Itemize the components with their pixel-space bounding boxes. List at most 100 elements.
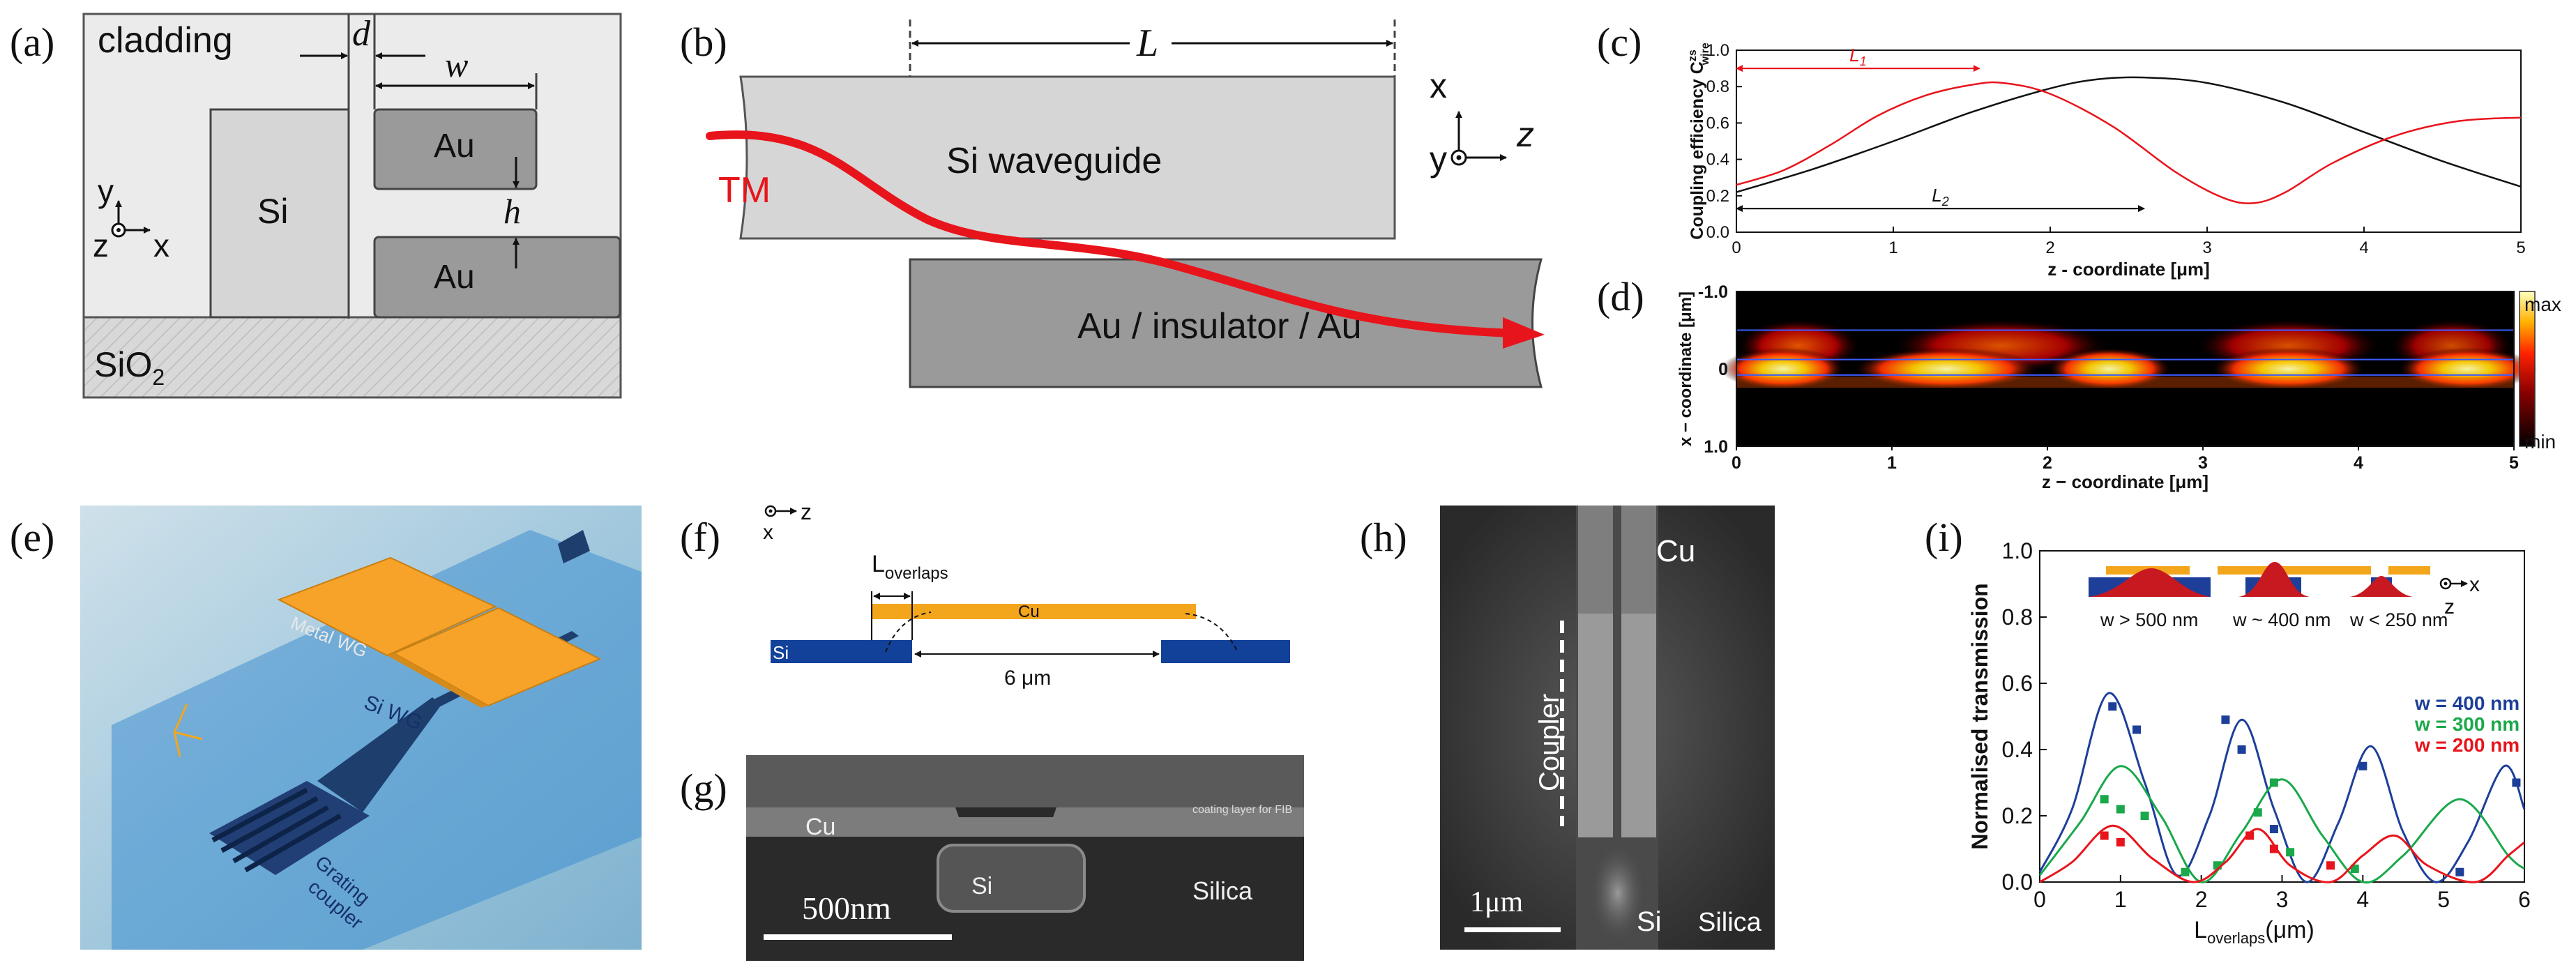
heatmap-blob-lower [1720,348,1846,390]
h-scale-bar [1464,927,1561,932]
panel-e: (e) Metal WG Si WG Grating coupler [10,506,642,950]
chart-c-xtick-label: 0 [1732,238,1741,257]
chart-c-xtick-label: 3 [2202,238,2211,257]
colorbar [2519,291,2536,447]
chart-d-ylabel: x − coordinate [μm] [1676,291,1695,446]
cu-layer-g [746,807,1304,837]
panel-f: (f) z x Si Cu Loverlaps 6 μm [680,499,1290,690]
panel-e-label: (e) [10,515,54,560]
chart-c-ytick-label: 0.0 [1706,223,1729,242]
substrate-region [82,316,622,399]
a-axis-x-label: x [153,227,169,264]
chart-d-xtick-label: 1 [1887,453,1897,473]
w-large-label: w > 500 nm [2100,609,2198,630]
chart-i-xlabel: Loverlaps(μm) [2194,917,2314,947]
chart-i-point [2358,761,2367,770]
chart-c-xlabel: z - coordinate [μm] [2047,259,2210,280]
panel-c: (c) 0 1 2 3 4 5 0.0 0.2 0.4 0.6 0.8 1.0 L1 L2 z - coor… [1597,20,2526,280]
au-bottom-label: Au [434,259,475,296]
mode-gauss-large [2089,568,2211,597]
g-cu-label: Cu [805,814,835,840]
chart-c-ylabel-sup: zs [1687,50,1699,61]
mode-inset: w > 500 nm w ~ 400 nm w < 250 nm x z [2089,562,2480,630]
coating-label: coating layer for FIB [1192,804,1292,816]
chart-i-point [2326,861,2335,870]
i-axis-x-label: x [2469,573,2480,596]
chart-i-legend-entry: w = 300 nm [2414,713,2520,735]
chart-i-point [2245,831,2255,840]
h-cu-label: Cu [1656,534,1695,568]
chart-d-ytick-label: 0 [1718,360,1728,379]
chart-i-point [2237,745,2246,754]
g-scale-bar [764,934,952,940]
si-block [209,108,350,319]
h-silica-label: Silica [1698,908,1762,937]
heatmap-blob-lower [1853,348,2040,390]
chart-i-xtick-label: 0 [2033,887,2046,912]
tm-mode-path [706,130,1517,337]
l-label: L [1136,22,1158,65]
panel-i: (i) 0 1 2 3 4 5 60.00.20.40.60.81.0w = 400 nmw… [1925,515,2531,947]
panel-b-label: (b) [680,20,727,65]
chart-d-xtick-label: 0 [1732,453,1741,473]
panel-h: (h) Coupler Cu Si Silica 1μm [1360,506,1775,950]
chart-i-point [2286,848,2295,857]
chart-i-ytick-label: 0.4 [2002,737,2033,762]
chart-c-ytick-label: 1.0 [1706,41,1729,60]
chart-d-xtick-label: 4 [2354,453,2363,473]
heatmap-blob-lower [2397,348,2538,390]
chart-c-ylabel-sub: wire [1699,43,1711,66]
chart-i-point [2132,725,2141,734]
g-si-label: Si [971,873,992,899]
si-wg-h [1586,837,1649,950]
chart-c-xtick-label: 2 [2045,238,2054,257]
panel-d: (d) 0 1 2 3 4 5-1.001.0z − coordinate [μm]x −… [1597,274,2561,492]
chart-i-xtick-label: 6 [2518,887,2531,912]
chart-i-xtick-label: 3 [2276,887,2289,912]
panel-c-label: (c) [1597,20,1642,65]
mode-gauss-mid [2238,562,2310,597]
colorbar-max-label: max [2524,294,2561,315]
panel-a-label: (a) [10,20,54,65]
au-bottom-block [373,236,621,319]
cu-strip [872,604,1196,619]
chart-i-xlabel-unit: (μm) [2265,917,2314,943]
chart-i-ytick-label: 0.8 [2002,605,2033,630]
mim-waveguide [909,258,1543,388]
mode-gauss-small [2350,576,2413,597]
chart-i-xlabel-sub: overlaps [2207,929,2265,947]
si-label: Si [257,192,288,231]
au-top-label: Au [434,128,475,165]
chart-c-annotation-sub: 2 [1941,195,1949,208]
chart-c: 0 1 2 3 4 5 0.0 0.2 0.4 0.6 0.8 1.0 L1 L2 z - coordina… [1687,41,2526,280]
d-label: d [352,14,371,54]
si-wg-right [1161,640,1290,663]
w-small-label: w < 250 nm [2349,609,2448,630]
chart-i: 0 1 2 3 4 5 6 0.0 0.2 0.4 0.6 0.8 1.0 w = 400 nmw = 3… [1967,538,2531,947]
si-core-g [937,844,1086,913]
chart-i-point [2253,808,2262,817]
chart-i-point [2100,795,2109,804]
chart-d-ytick-label: -1.0 [1698,282,1728,302]
chart-c-series-red [1736,81,2522,204]
chart-c-annotation-label: L1 [1849,45,1866,68]
heatmap-band [1736,377,2514,388]
chart-i-point [2455,867,2464,876]
chart-i-legend-entry: w = 400 nm [2414,692,2520,714]
panel-i-label: (i) [1925,515,1963,560]
substrate-label: SiO2 [94,345,165,390]
i-axis-z-label: z [2444,595,2455,618]
a-axis-z-label: z [93,227,109,264]
h-label: h [503,192,521,231]
chart-i-point [2512,778,2521,787]
panel-b: (b) Si waveguide Au / insulator / Au TM … [680,20,1545,388]
b-axis-z-label: z [1516,115,1534,154]
chart-i-point [2100,831,2109,840]
chart-d-frame [1736,291,2515,447]
panel-f-label: (f) [680,515,720,560]
chart-d-ytick-label: 1.0 [1704,437,1728,457]
chart-c-xtick-label: 4 [2359,238,2368,257]
tm-mode-arrowhead [1503,317,1545,349]
chart-c-ytick-label: 0.8 [1706,77,1729,96]
chart-c-annotation-label: L2 [1932,185,1948,208]
